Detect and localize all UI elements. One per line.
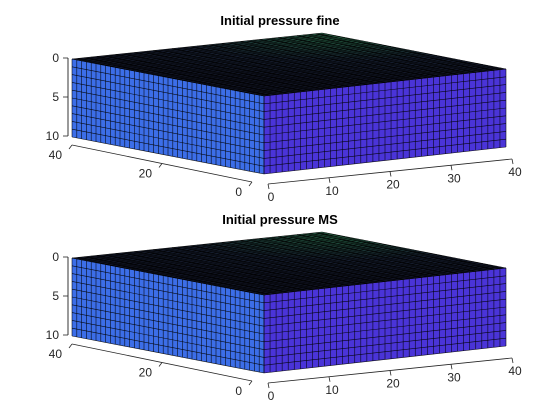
z-tick-label: 10 — [46, 129, 60, 143]
z-tick-label: 0 — [52, 51, 59, 65]
axes — [63, 256, 514, 389]
x-tick-label: 0 — [268, 389, 275, 403]
subplot-1: Initial pressure fine 0 5 10 0 20 40 0 10 20 30 40 — [46, 13, 522, 204]
y-tick-label: 40 — [49, 148, 63, 162]
y-tick-label: 0 — [235, 384, 242, 398]
z-tick-label: 5 — [52, 289, 59, 303]
surface-mesh — [67, 32, 507, 175]
x-tick-label: 30 — [447, 370, 461, 384]
subplot-2: Initial pressure MS 0 5 10 0 20 40 0 10 20 30 40 — [46, 212, 522, 403]
x-tick-label: 40 — [508, 364, 522, 378]
z-tick-label: 10 — [46, 328, 60, 342]
x-tick-label: 30 — [447, 171, 461, 185]
chart-title: Initial pressure MS — [222, 212, 338, 227]
y-tick-label: 0 — [235, 185, 242, 199]
x-tick-label: 20 — [386, 377, 400, 391]
x-tick-label: 10 — [325, 383, 339, 397]
x-tick-label: 20 — [386, 178, 400, 192]
x-tick-label: 40 — [508, 165, 522, 179]
x-tick-label: 0 — [268, 190, 275, 204]
y-tick-label: 40 — [49, 347, 63, 361]
chart-title: Initial pressure fine — [220, 13, 339, 28]
y-tick-label: 20 — [139, 167, 153, 181]
x-tick-label: 10 — [325, 184, 339, 198]
y-tick-label: 20 — [139, 366, 153, 380]
z-tick-label: 5 — [52, 90, 59, 104]
z-tick-label: 0 — [52, 250, 59, 264]
surface-mesh — [67, 231, 507, 374]
axes — [63, 57, 514, 190]
